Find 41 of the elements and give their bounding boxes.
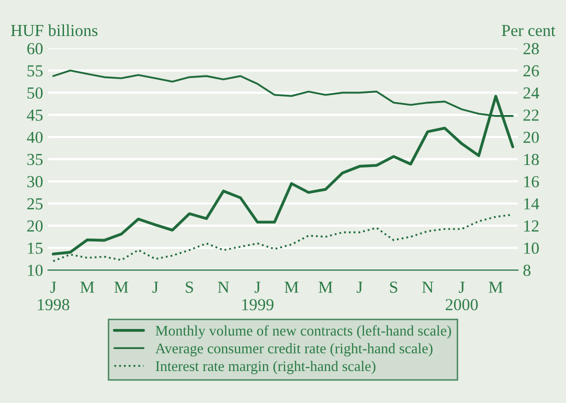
y2-tick-label: 8	[523, 264, 530, 276]
x-tick-label: M	[318, 282, 332, 293]
x-tick-label: J 1998	[38, 282, 70, 310]
x-tick-label: N	[218, 282, 230, 293]
y-tick-label: 35	[27, 154, 43, 166]
y2-tick-label: 18	[524, 154, 539, 166]
y2-tick-label: 12	[524, 220, 538, 232]
legend-label: Monthly volume of new contracts (left-hand scale)	[156, 325, 451, 339]
legend-label: Average consumer credit rate (right-hand scale)	[155, 343, 432, 356]
x-tick-label: M	[488, 282, 503, 293]
y2-axis-title: Per cent	[502, 25, 556, 36]
x-tick-label: J	[356, 282, 362, 293]
x-tick-label: J	[152, 282, 158, 293]
x-tick-label: N	[422, 282, 434, 293]
y-tick-label: 45	[26, 110, 43, 121]
y2-tick-label: 14	[524, 198, 540, 210]
y-tick-label: 50	[28, 87, 43, 99]
x-tick-label: S	[186, 282, 193, 293]
y-axis-title: HUF billions	[11, 24, 98, 36]
y-tick-label: 10	[28, 264, 43, 276]
y-tick-label: 20	[27, 220, 43, 232]
y-tick-label: 30	[27, 176, 43, 188]
x-tick-label: M	[114, 282, 128, 293]
y-tick-label: 15	[28, 242, 43, 254]
y2-tick-label: 26	[523, 65, 539, 76]
x-tick-label: S	[390, 282, 398, 293]
x-tick-label: M	[284, 282, 298, 293]
x-tick-label: M	[80, 282, 94, 293]
x-tick-label: J 1999	[242, 282, 274, 310]
y-tick-label: 40	[26, 132, 43, 143]
y-tick-label: 25	[27, 198, 43, 210]
y2-tick-label: 24	[523, 87, 540, 98]
y2-tick-label: 16	[524, 176, 539, 188]
y2-tick-label: 22	[523, 110, 538, 121]
y-tick-label: 60	[27, 43, 43, 54]
y-tick-label: 55	[28, 65, 43, 76]
y2-tick-label: 28	[523, 43, 539, 54]
legend-label: Interest rate margin (right-hand scale)	[156, 360, 376, 374]
y2-tick-label: 10	[524, 242, 539, 254]
y2-tick-label: 20	[523, 132, 539, 143]
x-tick-label: J 2000	[446, 282, 478, 310]
